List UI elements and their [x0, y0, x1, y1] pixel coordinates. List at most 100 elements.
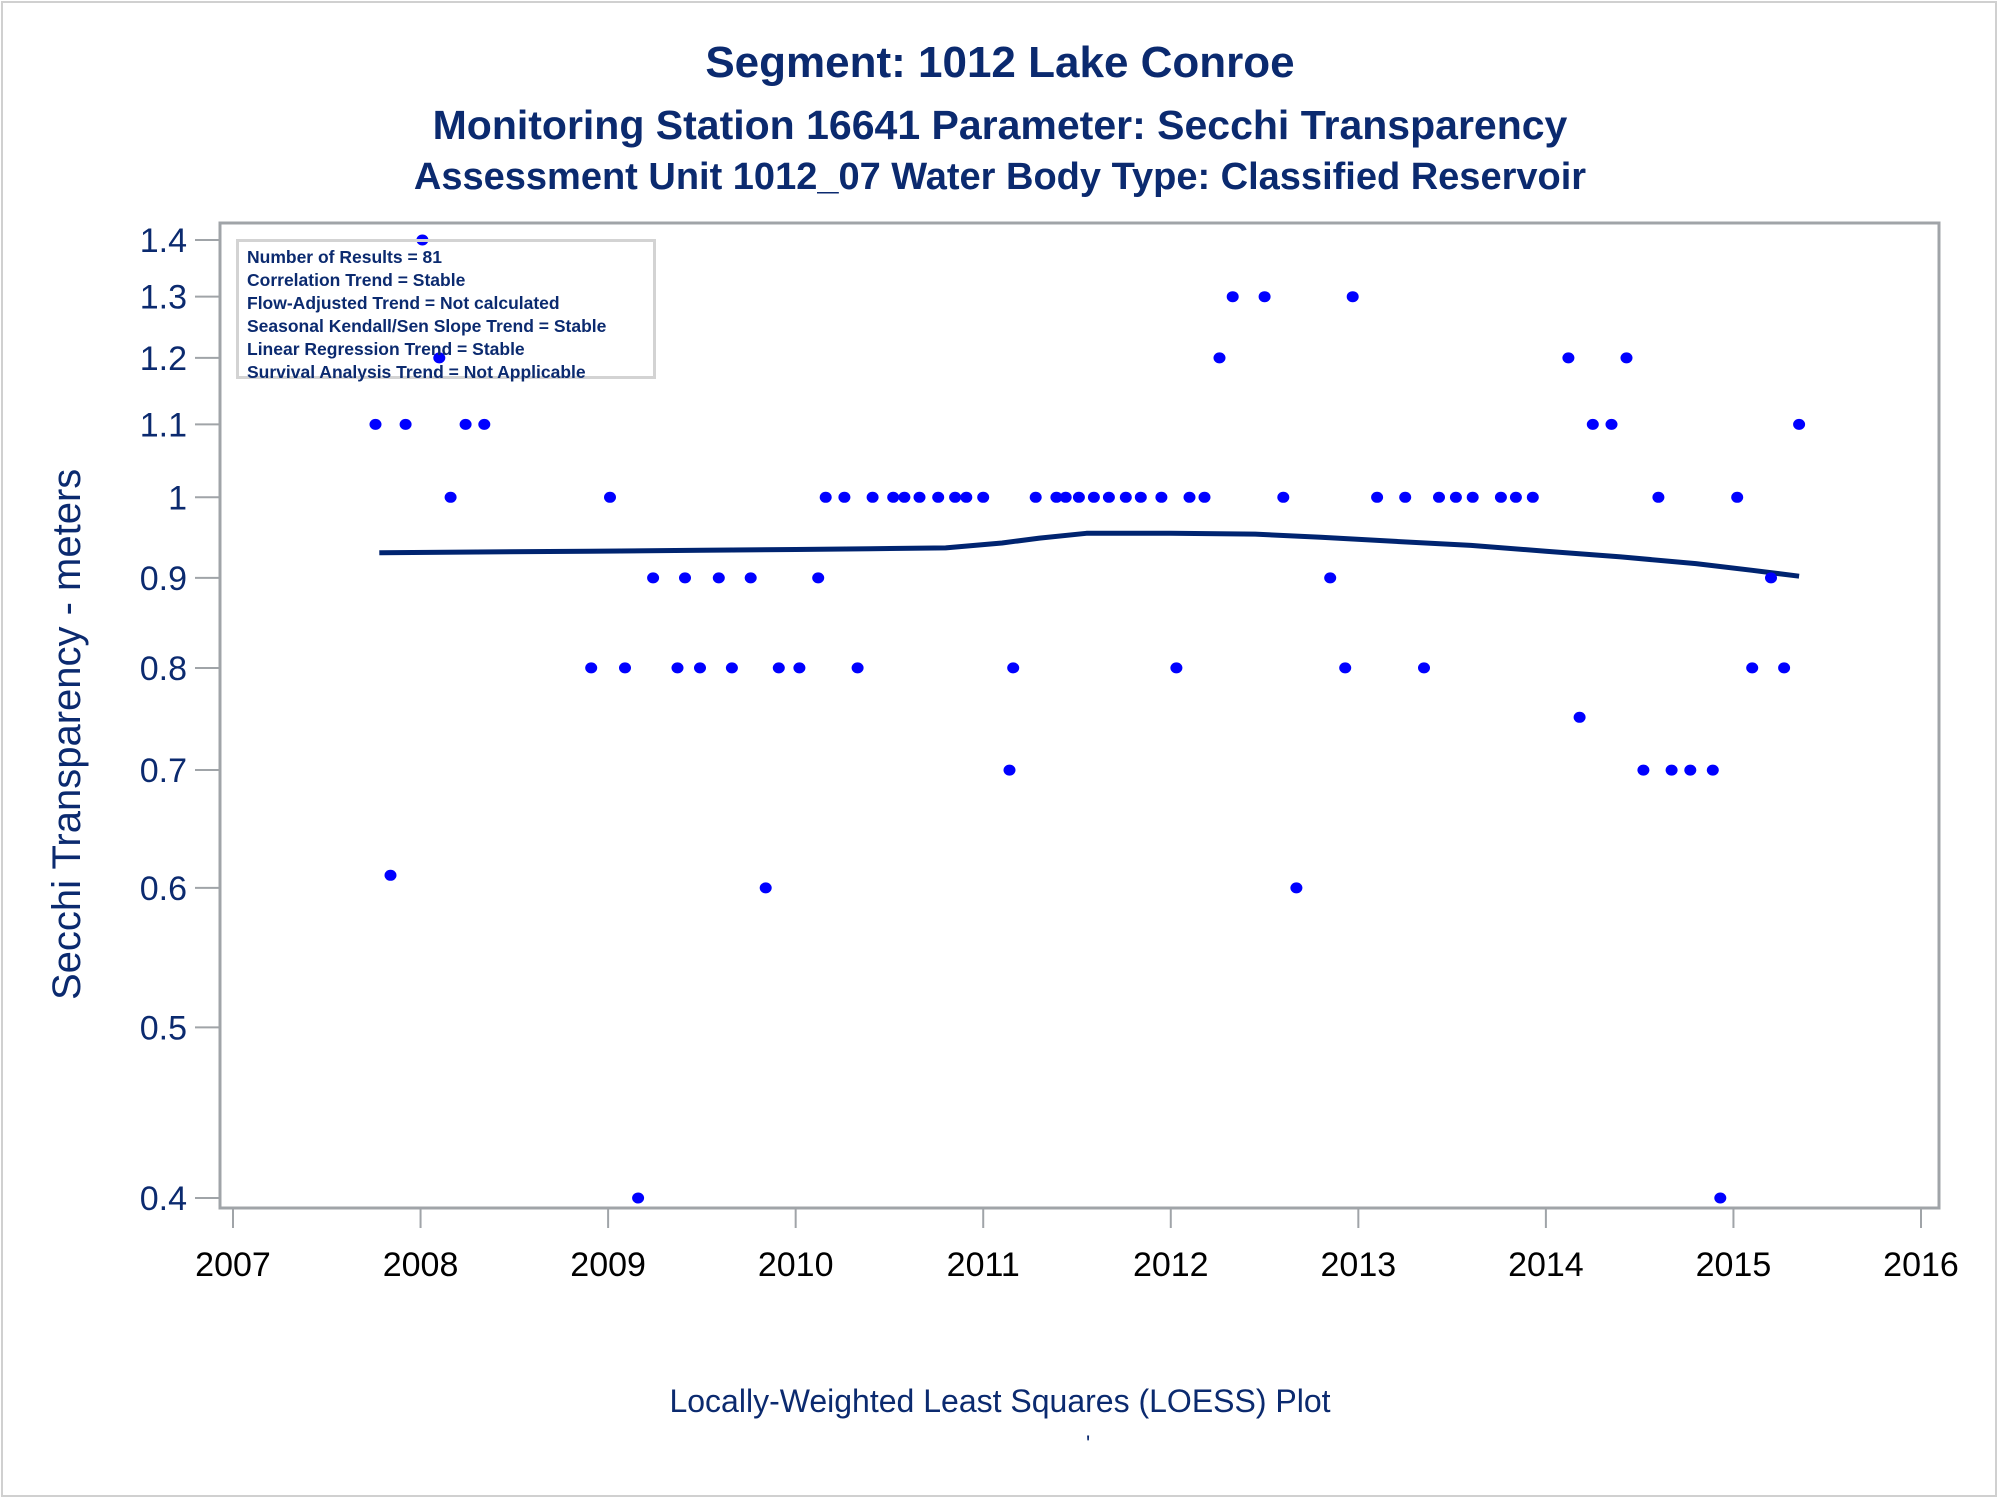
- data-point: [1155, 491, 1168, 503]
- data-point: [1119, 491, 1132, 503]
- data-point: [744, 572, 757, 584]
- data-point: [1339, 662, 1352, 674]
- data-point: [1684, 764, 1697, 776]
- data-point: [1277, 491, 1290, 503]
- plot-frame: [218, 221, 1941, 1210]
- data-point: [1134, 491, 1147, 503]
- data-point: [647, 572, 660, 584]
- data-point: [793, 662, 806, 674]
- data-point: [433, 352, 446, 364]
- data-point: [478, 418, 491, 430]
- data-point: [960, 491, 973, 503]
- data-point: [1746, 662, 1759, 674]
- data-point: [444, 491, 457, 503]
- data-point: [1198, 491, 1211, 503]
- data-point: [725, 662, 738, 674]
- x-axis: 2007 2008 2009 2010 2011 2012 2013 2014 2015 2016: [195, 1209, 1959, 1284]
- data-point: [1494, 491, 1507, 503]
- y-tick-label: 1: [168, 479, 187, 517]
- legend-line-flow-adjusted: Flow-Adjusted Trend = Not calculated: [247, 293, 560, 313]
- data-point: [712, 572, 725, 584]
- y-tick-label: 0.7: [140, 752, 187, 790]
- data-point: [1765, 572, 1777, 584]
- data-point: [1433, 491, 1445, 503]
- data-point: [1665, 764, 1678, 776]
- chart-subtitle: Monitoring Station 16641 Parameter: Secc…: [432, 102, 1568, 148]
- data-point: [1072, 491, 1085, 503]
- data-point: [671, 662, 684, 674]
- x-tick-label: 2009: [570, 1246, 646, 1284]
- data-point: [1003, 764, 1016, 776]
- y-tick-label: 0.8: [140, 650, 187, 688]
- x-tick-label: 2010: [758, 1246, 834, 1284]
- data-point: [759, 882, 772, 894]
- data-point: [1371, 491, 1384, 503]
- data-point: [459, 418, 472, 430]
- data-point: [1731, 491, 1744, 503]
- data-point: [1652, 491, 1665, 503]
- data-point: [1573, 711, 1586, 723]
- data-point: [1290, 882, 1303, 894]
- data-point: [1586, 418, 1599, 430]
- x-tick-label: 2014: [1508, 1246, 1584, 1284]
- data-point: [819, 491, 832, 503]
- data-point: [838, 491, 851, 503]
- data-point: [1466, 491, 1479, 503]
- data-point: [1007, 662, 1020, 674]
- x-tick-label: 2008: [383, 1246, 459, 1284]
- data-point: [1226, 291, 1239, 303]
- y-tick-label: 1.1: [140, 406, 187, 444]
- y-tick-label: 1.2: [140, 340, 187, 378]
- data-point: [399, 418, 412, 430]
- data-point: [1793, 418, 1806, 430]
- x-tick-label: 2015: [1696, 1246, 1772, 1284]
- legend-line-results: Number of Results = 81: [247, 247, 442, 267]
- data-point: [1526, 491, 1539, 503]
- legend-line-linear-regression: Linear Regression Trend = Stable: [247, 339, 525, 359]
- data-point: [1637, 764, 1650, 776]
- data-point: [619, 662, 631, 674]
- y-tick-label: 0.5: [140, 1009, 187, 1047]
- data-point: [1449, 491, 1462, 503]
- data-point: [1620, 352, 1633, 364]
- data-point: [1346, 291, 1359, 303]
- chart-title: Segment: 1012 Lake Conroe: [705, 38, 1295, 87]
- data-point: [898, 491, 911, 503]
- y-tick-label: 0.6: [140, 870, 187, 908]
- data-point: [1258, 291, 1271, 303]
- y-tick-label: 1.4: [140, 222, 187, 260]
- footer-mark: ': [1086, 1431, 1091, 1456]
- data-point: [1029, 491, 1042, 503]
- data-point: [1778, 662, 1791, 674]
- y-axis: 1.4 1.3 1.2 1.1 1 0.9 0.8 0.7 0.6 0.5 0.4: [140, 222, 219, 1218]
- y-tick-label: 1.3: [140, 279, 187, 317]
- data-point: [1059, 491, 1072, 503]
- data-point: [887, 491, 900, 503]
- data-point: [1509, 491, 1522, 503]
- x-tick-label: 2007: [195, 1246, 271, 1284]
- data-point: [694, 662, 706, 674]
- data-point: [812, 572, 825, 584]
- data-point: [913, 491, 926, 503]
- loess-series: [379, 530, 1800, 579]
- data-point: [1562, 352, 1575, 364]
- loess-line: [379, 530, 1800, 579]
- data-point: [1102, 491, 1115, 503]
- chart-subtitle-2: Assessment Unit 1012_07 Water Body Type:…: [413, 156, 1587, 198]
- data-point: [1706, 764, 1719, 776]
- y-tick-label: 0.4: [140, 1180, 187, 1218]
- data-point: [604, 491, 616, 503]
- x-tick-label: 2011: [947, 1246, 1020, 1284]
- data-point: [851, 662, 864, 674]
- data-point: [369, 418, 382, 430]
- trend-summary-box: Number of Results = 81 Correlation Trend…: [236, 239, 656, 382]
- footer-caption: Locally-Weighted Least Squares (LOESS) P…: [669, 1383, 1331, 1419]
- x-tick-label: 2016: [1883, 1246, 1959, 1284]
- data-point: [585, 662, 598, 674]
- data-point: [932, 491, 945, 503]
- y-axis-label: Secchi Transparency - meters: [45, 468, 89, 1000]
- data-point: [1183, 491, 1196, 503]
- data-point: [949, 491, 962, 503]
